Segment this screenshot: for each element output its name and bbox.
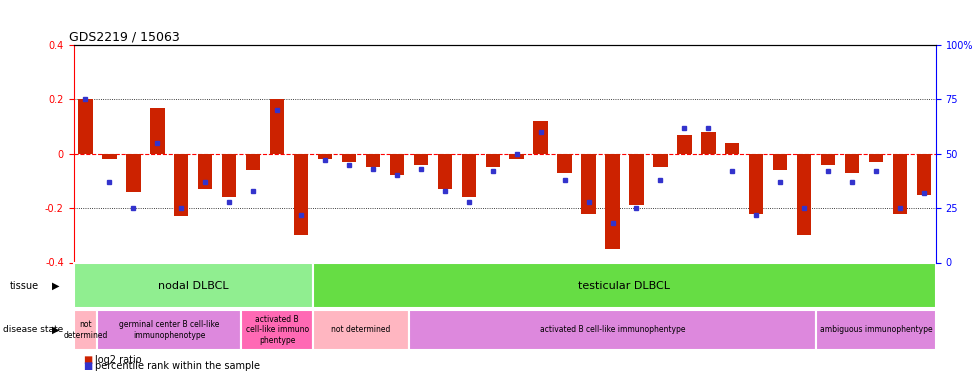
Bar xyxy=(270,99,284,154)
Bar xyxy=(222,154,236,197)
Text: ▶: ▶ xyxy=(52,325,60,335)
Text: not
determined: not determined xyxy=(64,320,108,340)
Text: percentile rank within the sample: percentile rank within the sample xyxy=(95,361,260,370)
Bar xyxy=(318,154,332,159)
Bar xyxy=(916,154,931,195)
Bar xyxy=(869,154,883,162)
Text: ■: ■ xyxy=(83,355,92,364)
Text: ■: ■ xyxy=(83,361,92,370)
Bar xyxy=(893,154,907,214)
Bar xyxy=(390,154,404,176)
Bar xyxy=(773,154,787,170)
Bar xyxy=(294,154,309,236)
Bar xyxy=(606,154,619,249)
Text: log2 ratio: log2 ratio xyxy=(95,355,142,364)
Bar xyxy=(102,154,117,159)
Text: nodal DLBCL: nodal DLBCL xyxy=(158,281,228,291)
Bar xyxy=(581,154,596,214)
Bar xyxy=(629,154,644,206)
Bar xyxy=(816,310,936,350)
Bar xyxy=(558,154,571,173)
Bar xyxy=(313,310,409,350)
Bar xyxy=(198,154,213,189)
Bar xyxy=(797,154,811,236)
Text: GDS2219 / 15063: GDS2219 / 15063 xyxy=(70,31,180,44)
Bar xyxy=(342,154,356,162)
Text: ambiguous immunophentype: ambiguous immunophentype xyxy=(819,326,932,334)
Bar xyxy=(150,108,165,154)
Bar xyxy=(749,154,763,214)
Bar xyxy=(409,310,816,350)
Bar xyxy=(438,154,452,189)
Bar xyxy=(462,154,476,197)
Text: testicular DLBCL: testicular DLBCL xyxy=(578,281,670,291)
Text: activated B cell-like immunophentype: activated B cell-like immunophentype xyxy=(540,326,685,334)
Text: tissue: tissue xyxy=(10,281,39,291)
Bar xyxy=(821,154,835,165)
Bar xyxy=(485,154,500,167)
Bar xyxy=(510,154,524,159)
Bar xyxy=(74,263,313,308)
Bar xyxy=(677,135,692,154)
Bar xyxy=(126,154,140,192)
Bar xyxy=(725,143,740,154)
Bar xyxy=(97,310,241,350)
Bar xyxy=(78,99,93,154)
Bar xyxy=(414,154,428,165)
Bar xyxy=(246,154,261,170)
Bar xyxy=(174,154,188,216)
Bar xyxy=(654,154,667,167)
Bar xyxy=(701,132,715,154)
Text: not determined: not determined xyxy=(331,326,391,334)
Bar xyxy=(533,121,548,154)
Bar xyxy=(74,310,97,350)
Text: disease state: disease state xyxy=(3,326,63,334)
Bar xyxy=(241,310,313,350)
Text: activated B
cell-like immuno
phentype: activated B cell-like immuno phentype xyxy=(246,315,309,345)
Bar xyxy=(313,263,936,308)
Bar xyxy=(366,154,380,167)
Bar xyxy=(845,154,859,173)
Text: ▶: ▶ xyxy=(52,281,60,291)
Text: germinal center B cell-like
immunophenotype: germinal center B cell-like immunophenot… xyxy=(120,320,220,340)
